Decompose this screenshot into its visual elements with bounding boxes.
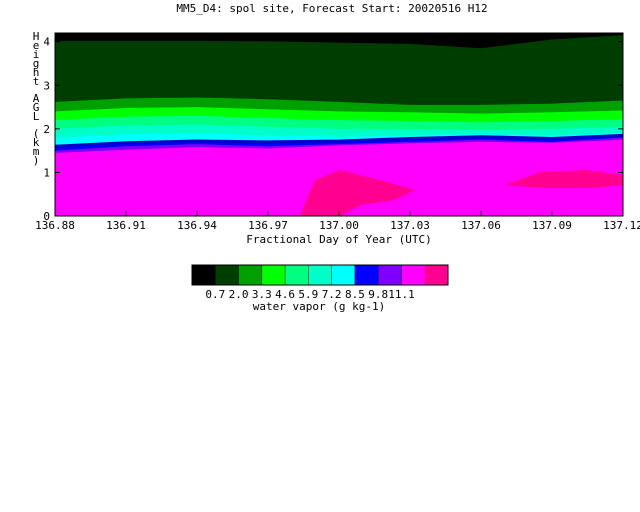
y-axis: 0 1 2 3 4 [43, 36, 623, 223]
colorbar-frame [191, 264, 449, 286]
moist-patch-group [300, 170, 623, 216]
x-tick-label: 137.00 [319, 219, 359, 232]
colorbar-swatch [261, 265, 286, 285]
colorbar-tick-label: 9.8 [368, 288, 388, 301]
colorbar-tick-label: 3.3 [252, 288, 272, 301]
colorbar-swatch [308, 265, 333, 285]
colorbar-tick-label: 4.6 [275, 288, 295, 301]
colorbar-swatch [354, 265, 379, 285]
y-tick-label: 0 [43, 210, 50, 223]
colorbar-tick-label: 7.2 [322, 288, 342, 301]
colorbar-tick-label: 0.7 [205, 288, 225, 301]
x-tick-label: 136.88 [35, 219, 75, 232]
colorbar-swatch [424, 265, 449, 285]
colorbar-swatch [192, 265, 216, 285]
colorbar-swatch [331, 265, 356, 285]
colorbar-tick-label: 2.0 [229, 288, 249, 301]
x-tick-label: 136.94 [177, 219, 217, 232]
colorbar-swatch [285, 265, 309, 285]
y-tick-label: 2 [43, 123, 50, 136]
y-tick-label: 1 [43, 166, 50, 179]
colorbar-swatch [378, 265, 402, 285]
moist-patch [505, 170, 623, 188]
colorbar: 0.7 2.0 3.3 4.6 5.9 7.2 8.5 9.8 11.1 [191, 264, 449, 301]
chart-title: MM5_D4: spol site, Forecast Start: 20020… [176, 2, 487, 15]
y-tick-label: 3 [43, 79, 50, 92]
x-tick-label: 137.09 [532, 219, 572, 232]
x-axis-label: Fractional Day of Year (UTC) [246, 233, 431, 246]
x-axis: 136.88 136.91 136.94 136.97 137.00 137.03 137.… [35, 33, 640, 232]
colorbar-tick-label: 11.1 [388, 288, 415, 301]
contour-layers [54, 35, 624, 216]
x-tick-label: 137.03 [390, 219, 430, 232]
x-tick-label: 137.06 [461, 219, 501, 232]
x-tick-label: 136.91 [106, 219, 146, 232]
plot-area [54, 32, 624, 217]
contour-line [54, 133, 624, 148]
x-tick-label: 137.12 [603, 219, 640, 232]
y-tick-label: 4 [43, 36, 50, 49]
colorbar-swatch [215, 265, 240, 285]
colorbar-tick-label: 8.5 [345, 288, 365, 301]
moist-patch [300, 170, 415, 216]
x-tick-label: 136.97 [248, 219, 288, 232]
colorbar-label: water vapor (g kg-1) [253, 300, 385, 313]
colorbar-tick-label: 5.9 [298, 288, 318, 301]
colorbar-swatch [401, 265, 426, 285]
colorbar-swatch [238, 265, 263, 285]
